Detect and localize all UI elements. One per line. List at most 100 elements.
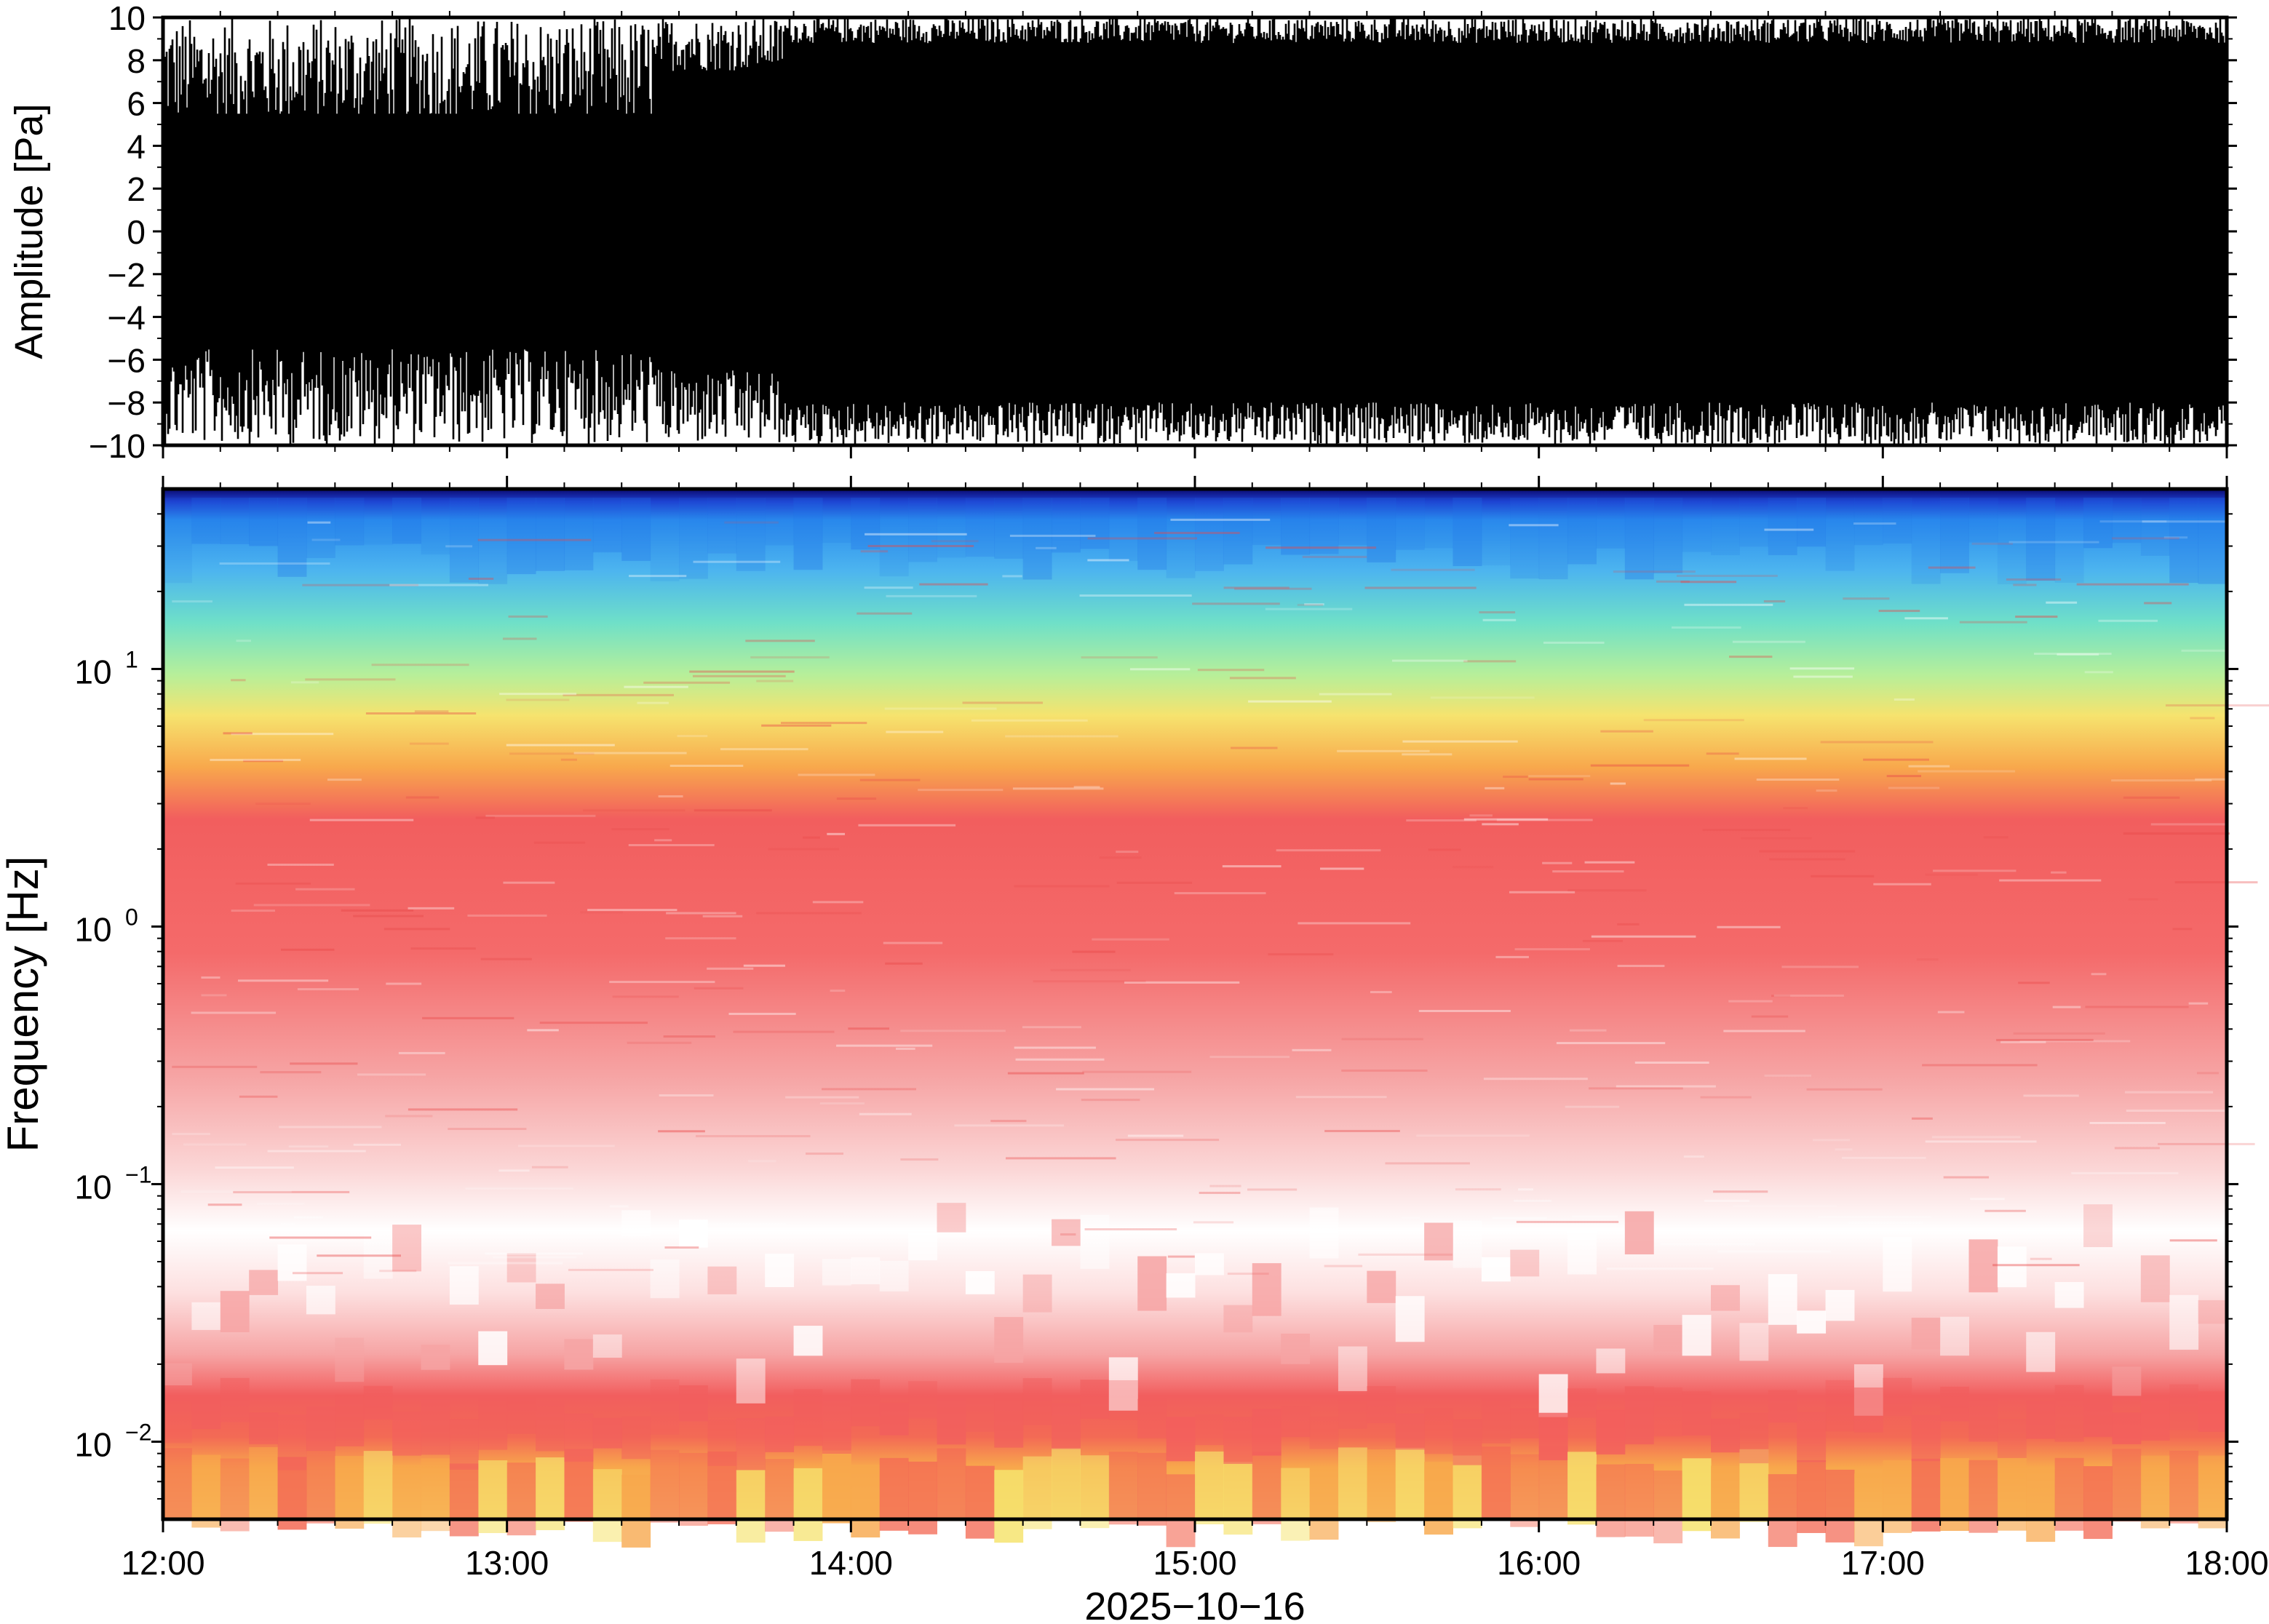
spectrogram-cell [1682,1391,1712,1436]
spectrogram-cell [1080,1380,1110,1419]
spectrogram-cell [1567,1452,1597,1525]
spectrogram-streak [239,1095,278,1098]
spectrogram-cell [306,1406,335,1452]
spectrogram-cell [363,1451,393,1524]
spectrogram-cell [335,1337,365,1382]
spectrogram-cell [1481,1257,1511,1282]
spectrogram-streak [628,844,715,847]
spectrogram-cell [707,1420,737,1466]
spectrogram-cell [2112,1366,2142,1396]
spectrogram-streak [2089,1121,2166,1124]
spectrogram-cell [1281,1333,1311,1364]
spectrogram-streak [1922,1064,2038,1067]
spectrogram-cell [277,1244,307,1281]
spectrogram-streak [485,814,596,817]
waveform-y-tick-label: −4 [108,299,146,337]
spectrogram-streak [1933,869,2016,872]
waveform-y-tick-label: 2 [127,170,146,208]
spectrogram-streak [1116,1139,1220,1142]
spectrogram-cell [1853,1473,1883,1547]
spectrogram-cell [994,1393,1024,1448]
spectrogram-streak [1401,1217,1420,1219]
spectrogram-streak [962,701,1044,704]
spectrogram-streak [1479,611,1516,614]
spectrogram-cell [1968,1460,1998,1533]
waveform-y-axis: 10 8 6 4 2 0 −2 −4 −6 −8 −10 [89,0,2237,465]
spectrogram-streak [910,1236,933,1239]
spectrogram-x-tick-label: 16:00 [1497,1544,1581,1582]
spectrogram-cell [1997,498,2027,584]
spectrogram-cell [851,1465,881,1538]
spectrogram-streak [408,907,455,909]
spectrogram-cell [249,1446,279,1520]
spectrogram-streak [279,1126,382,1129]
spectrogram-streak [1589,1087,1683,1090]
spectrogram-streak [1082,1070,1192,1073]
spectrogram-cell [822,1398,851,1454]
spectrogram-cell [306,1450,335,1524]
spectrogram-streak [480,958,532,960]
spectrogram-streak [836,1044,933,1047]
spectrogram-cell [1281,1406,1311,1437]
spectrogram-streak [1732,640,1805,643]
spectrogram-cell [306,498,335,558]
spectrogram-streak [2084,671,2113,674]
spectrogram-streak [1751,1015,1789,1018]
spectrogram-cell [1853,498,1883,546]
waveform-y-tick-label: 8 [127,42,146,80]
spectrogram-streak [414,710,449,713]
spectrogram-cell [421,1399,450,1455]
spectrogram-streak [311,538,341,541]
spectrogram-streak [1428,848,1461,851]
spectrogram-streak [1402,740,1518,743]
spectrogram-streak [2111,779,2212,782]
spectrogram-cell [1768,498,1797,556]
spectrogram-streak [1660,1243,1755,1246]
spectrogram-cell [1911,1414,1941,1462]
spectrogram-streak [1081,656,1158,659]
spectrogram-cell [1567,498,1597,565]
spectrogram-streak [353,1143,401,1146]
spectrogram-cell [1653,1470,1683,1544]
spectrogram-streak [1996,1038,2094,1041]
spectrogram-streak [750,656,830,658]
spectrogram-streak [267,1150,366,1153]
spectrogram-cell [1338,1346,1367,1391]
waveform-y-tick-label: −8 [108,384,146,422]
spectrogram-streak [1723,1030,1805,1032]
spectrogram-streak [267,863,334,866]
spectrogram-cell [2083,1394,2113,1437]
spectrogram-streak [508,615,548,618]
spectrogram-streak [2013,1032,2105,1035]
spectrogram-streak [931,540,979,543]
spectrogram-streak [477,538,592,541]
spectrogram-streak [2085,1006,2189,1008]
spectrogram-cell [1596,1348,1626,1374]
spectrogram-cell [335,1394,365,1446]
spectrogram-streak [2051,871,2067,874]
spectrogram-streak [1582,939,1624,942]
spectrogram-cell [1166,1474,1196,1548]
spectrogram-streak [867,544,974,547]
spectrogram-cell [1080,498,1110,549]
spectrogram-streak [1170,518,1271,521]
spectrogram-streak [506,744,615,747]
spectrogram-cell [650,1259,680,1299]
spectrogram-cell [2198,498,2228,584]
spectrogram-streak [1873,883,1931,885]
spectrogram-streak [269,1236,372,1239]
spectrogram-streak [1341,1038,1423,1040]
spectrogram-cell [1653,1324,1683,1352]
spectrogram-cell [220,498,250,544]
spectrogram-cell [1510,1454,1540,1527]
spectrogram-cell [1223,1462,1253,1535]
spectrogram-streak [1848,1222,1923,1225]
spectrogram-streak [1199,1191,1241,1194]
spectrogram-streak [637,701,669,704]
spectrogram-streak [172,1132,210,1135]
spectrogram-cell [736,498,766,571]
spectrogram-cell [506,1397,536,1434]
spectrogram-streak [1402,753,1453,756]
spectrogram-cell [1997,1418,2027,1458]
